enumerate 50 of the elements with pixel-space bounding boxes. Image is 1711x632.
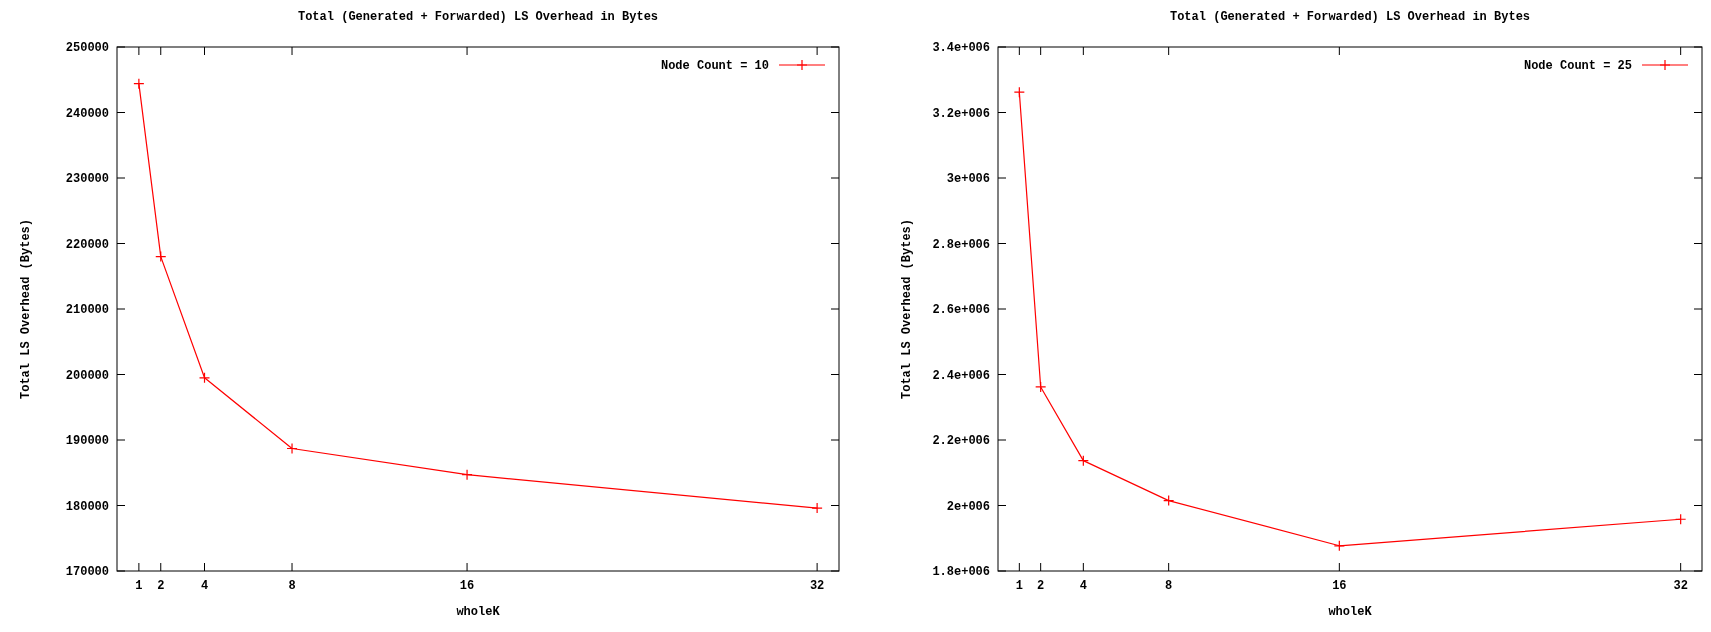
x-tick-label: 32 xyxy=(1673,579,1688,593)
y-tick-label: 210000 xyxy=(65,303,109,317)
y-tick-label: 180000 xyxy=(65,499,109,514)
x-tick-label: 4 xyxy=(200,579,209,593)
chart-title: Total (Generated + Forwarded) LS Overhead in Bytes xyxy=(1169,10,1531,24)
y-tick-label: 220000 xyxy=(65,237,109,252)
chart-title: Total (Generated + Forwarded) LS Overhead in Bytes xyxy=(297,10,659,24)
x-tick-label: 4 xyxy=(1079,579,1087,593)
y-tick-label: 2.8e+006 xyxy=(932,237,990,252)
y-tick-label: 240000 xyxy=(65,106,109,121)
y-tick-label: 170000 xyxy=(65,565,109,579)
y-axis-title: Total LS Overhead (Bytes) xyxy=(19,218,33,400)
point xyxy=(155,251,167,263)
y-axis-title: Total LS Overhead (Bytes) xyxy=(900,218,914,400)
y-tick-label: 2e+006 xyxy=(946,499,990,514)
x-tick-label: 1 xyxy=(1015,579,1023,593)
legend-label: Node Count = 25 xyxy=(1523,59,1632,73)
point xyxy=(461,469,473,481)
x-axis-title: wholeK xyxy=(456,605,501,619)
point xyxy=(1333,540,1345,552)
point xyxy=(811,502,823,514)
point xyxy=(1013,86,1025,98)
y-tick-label: 250000 xyxy=(65,41,109,55)
x-tick-label: 8 xyxy=(288,579,296,593)
point xyxy=(133,78,145,90)
y-tick-label: 3.4e+006 xyxy=(932,41,990,55)
x-tick-label: 2 xyxy=(1037,579,1045,593)
y-tick-label: 3e+006 xyxy=(946,172,990,186)
legend-label: Node Count = 10 xyxy=(660,59,769,73)
x-tick-label: 1 xyxy=(135,579,143,593)
x-tick-label: 8 xyxy=(1165,579,1173,593)
x-axis-title: wholeK xyxy=(1328,605,1373,619)
point xyxy=(1035,381,1047,393)
point xyxy=(1077,455,1089,467)
point xyxy=(1675,513,1687,525)
point xyxy=(198,372,211,384)
y-tick-label: 3.2e+006 xyxy=(932,106,990,121)
y-tick-label: 1.8e+006 xyxy=(932,565,990,579)
x-tick-label: 2 xyxy=(157,579,165,593)
point xyxy=(286,442,298,455)
y-tick-label: 230000 xyxy=(65,172,109,186)
y-tick-label: 2.2e+006 xyxy=(932,434,990,448)
y-tick-label: 190000 xyxy=(65,434,109,448)
x-tick-label: 16 xyxy=(459,579,475,593)
x-tick-label: 32 xyxy=(809,579,825,593)
y-tick-label: 2.4e+006 xyxy=(932,368,990,383)
y-tick-label: 2.6e+006 xyxy=(932,303,990,317)
point xyxy=(1163,494,1175,507)
y-tick-label: 200000 xyxy=(65,368,109,383)
x-tick-label: 16 xyxy=(1332,579,1347,593)
